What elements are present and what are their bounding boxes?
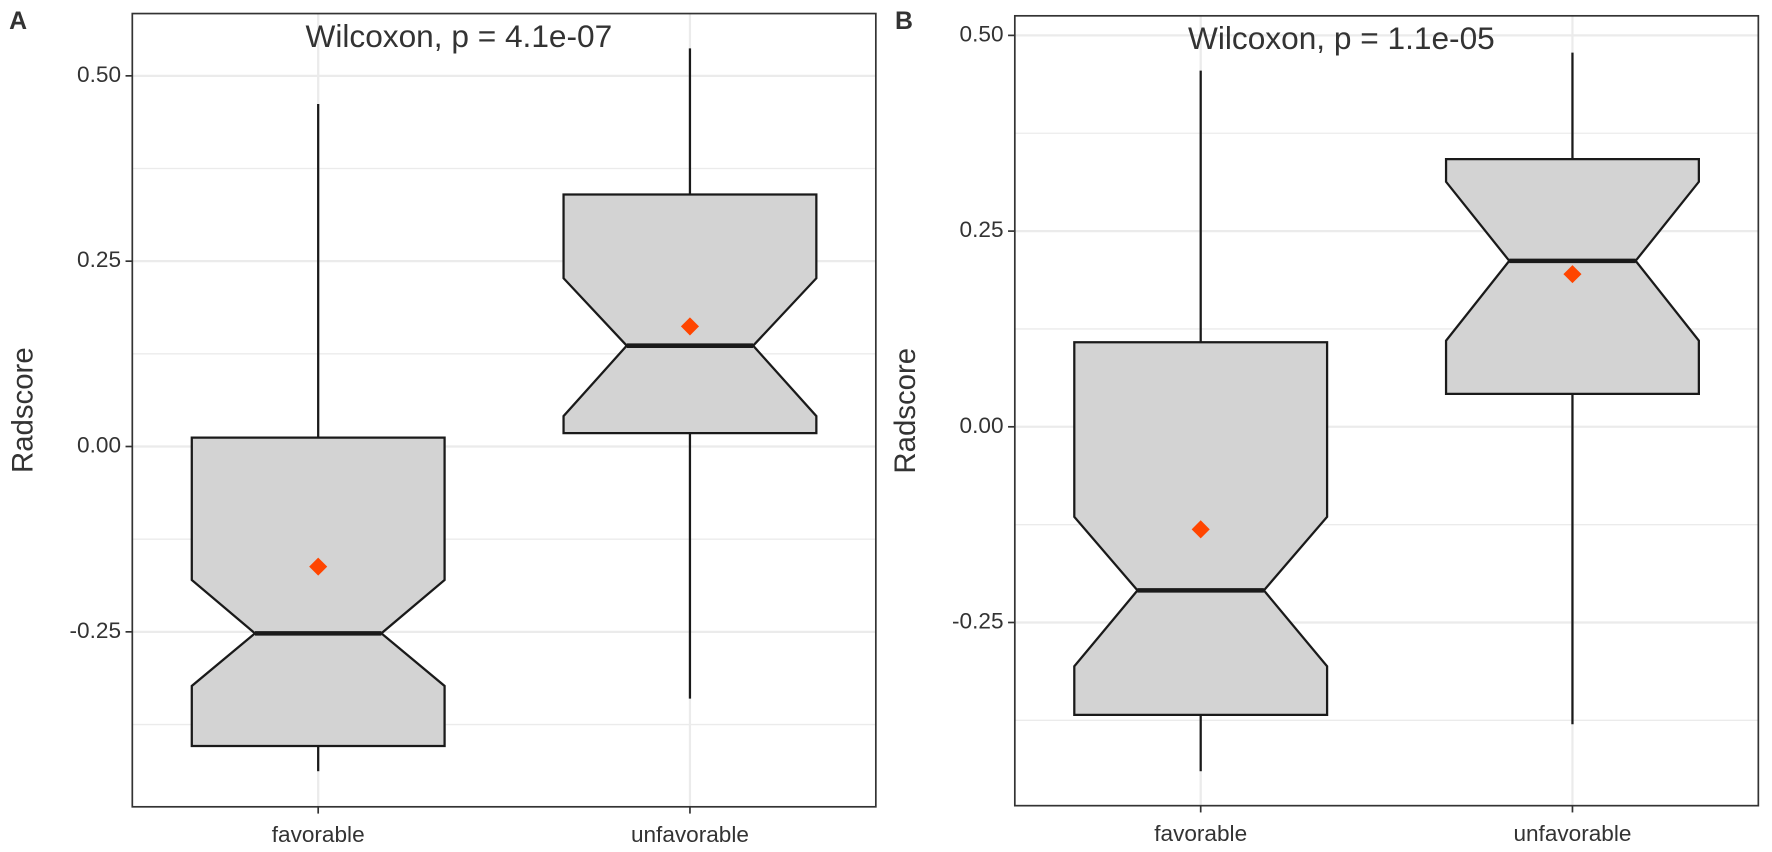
annotation: Wilcoxon, p = 4.1e-07 (305, 18, 612, 54)
mean-point (680, 317, 699, 336)
notched-box (562, 193, 818, 435)
y-axis-label: Radscore (889, 348, 922, 474)
y-tick-label: 0.50 (960, 21, 1004, 46)
y-tick-label: 0.25 (960, 217, 1004, 242)
y-tick-label: 0.25 (77, 247, 121, 272)
x-tick-label: favorable (272, 822, 365, 847)
y-tick-label: -0.25 (70, 618, 121, 643)
mean-point (1563, 265, 1582, 284)
x-tick-label: unfavorable (1513, 821, 1631, 846)
panel-border (131, 12, 877, 808)
y-axis-label: Radscore (7, 347, 40, 473)
panel-tag: A (9, 8, 27, 35)
mean-point (309, 557, 328, 576)
notched-box (190, 436, 446, 748)
y-tick-label: 0.00 (77, 432, 121, 457)
x-tick-label: favorable (1154, 821, 1247, 846)
annotation: Wilcoxon, p = 1.1e-05 (1188, 20, 1495, 56)
y-tick-label: 0.50 (77, 62, 121, 87)
y-tick-label: 0.00 (960, 413, 1004, 438)
y-tick-label: -0.25 (952, 608, 1003, 633)
mean-point (1191, 520, 1210, 539)
x-tick-label: unfavorable (631, 822, 749, 847)
panel-tag: B (895, 8, 913, 35)
panel-border (1013, 14, 1760, 807)
